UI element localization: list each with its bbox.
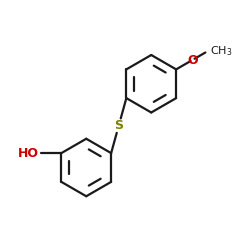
Text: CH$_3$: CH$_3$ <box>210 44 232 58</box>
Text: O: O <box>187 54 198 66</box>
Text: HO: HO <box>18 146 39 160</box>
Text: S: S <box>114 119 123 132</box>
